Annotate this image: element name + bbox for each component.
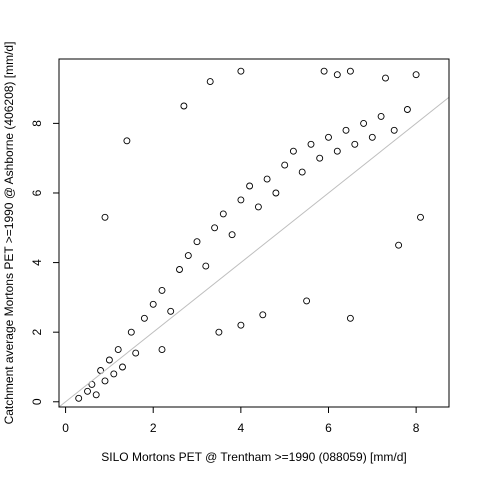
data-point: [101, 213, 109, 221]
data-point: [180, 102, 188, 110]
y-tick-label: 8: [30, 120, 44, 127]
data-point: [263, 175, 271, 183]
data-point: [346, 67, 354, 75]
data-point: [360, 119, 368, 127]
data-point: [259, 311, 267, 319]
data-point: [368, 133, 376, 141]
data-point: [158, 346, 166, 354]
data-point: [193, 238, 201, 246]
y-tick-label: 6: [30, 189, 44, 196]
data-point: [132, 349, 140, 357]
data-point: [127, 328, 135, 336]
data-point: [167, 307, 175, 315]
data-point: [342, 126, 350, 134]
data-point: [237, 67, 245, 75]
data-point: [228, 231, 236, 239]
data-point: [298, 168, 306, 176]
data-point: [237, 196, 245, 204]
data-point: [320, 67, 328, 75]
data-point: [382, 74, 389, 82]
data-point: [176, 266, 183, 273]
data-point: [92, 391, 100, 399]
data-point: [105, 356, 113, 364]
data-point: [377, 112, 385, 120]
data-point: [333, 71, 341, 79]
x-tick-label: 4: [238, 421, 245, 435]
data-point: [281, 161, 289, 169]
data-point: [395, 241, 403, 249]
data-point: [289, 147, 297, 155]
data-point: [75, 394, 83, 402]
data-point: [184, 252, 192, 260]
y-tick-label: 0: [30, 398, 44, 405]
data-point: [417, 213, 424, 221]
data-point: [101, 377, 109, 385]
reference-line: [58, 96, 450, 408]
data-point: [110, 370, 118, 378]
y-tick-label: 2: [30, 329, 44, 336]
data-point: [158, 286, 166, 294]
x-tick-label: 2: [150, 421, 157, 435]
data-point: [219, 210, 227, 218]
data-point: [119, 363, 126, 371]
data-point: [84, 387, 91, 395]
data-point: [412, 71, 420, 79]
data-point: [237, 321, 245, 329]
y-axis: 0 2 4 6 8: [30, 120, 60, 405]
data-point: [316, 154, 324, 162]
points-layer: [75, 67, 424, 402]
data-point: [390, 126, 398, 134]
y-axis-title: Catchment average Mortons PET >=1990 @ A…: [2, 42, 16, 425]
data-point: [325, 133, 332, 141]
x-axis-title: SILO Mortons PET @ Trentham >=1990 (0880…: [101, 450, 406, 464]
data-point: [333, 147, 341, 155]
data-point: [307, 140, 315, 148]
x-axis: 0 2 4 6 8: [62, 406, 420, 435]
data-point: [303, 297, 311, 305]
data-point: [211, 224, 219, 232]
x-tick-label: 8: [413, 421, 420, 435]
data-point: [346, 314, 354, 322]
data-point: [215, 328, 223, 336]
x-tick-label: 6: [325, 421, 332, 435]
data-point: [254, 203, 262, 211]
data-point: [202, 262, 210, 270]
data-point: [149, 300, 157, 308]
data-point: [114, 346, 122, 354]
data-point: [351, 140, 359, 148]
data-point: [246, 182, 254, 190]
data-point: [123, 137, 131, 145]
x-tick-label: 0: [62, 421, 69, 435]
y-tick-label: 4: [30, 259, 44, 266]
data-point: [140, 314, 148, 322]
data-point: [403, 106, 411, 113]
data-point: [206, 78, 214, 86]
data-point: [272, 189, 280, 197]
